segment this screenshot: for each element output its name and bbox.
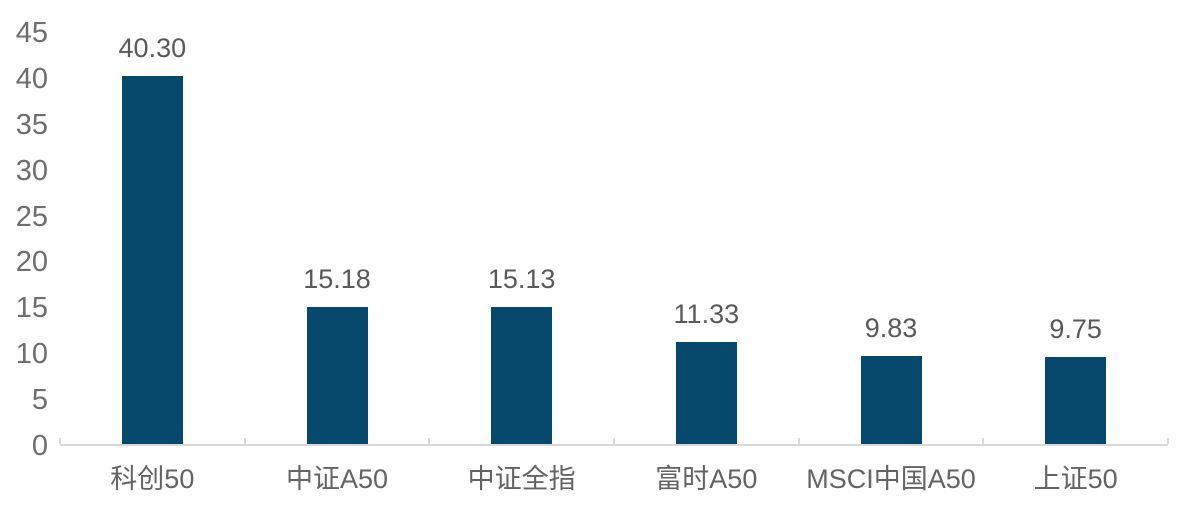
y-tick-label: 5 — [31, 384, 48, 417]
category-label: 富时A50 — [655, 464, 758, 494]
x-axis-tick — [428, 438, 431, 444]
bar-value-label: 15.13 — [487, 264, 556, 295]
bar — [491, 307, 553, 446]
x-axis-tick — [613, 438, 615, 444]
bar-value-label: 40.30 — [118, 33, 187, 64]
bar-value-label: 15.18 — [303, 263, 371, 294]
x-axis-tick — [982, 438, 985, 444]
category-label: 科创50 — [110, 464, 195, 494]
bar — [1045, 356, 1107, 446]
x-axis-tick — [243, 438, 246, 444]
bar-value-label: 9.83 — [864, 312, 918, 343]
y-tick-label: 45 — [15, 17, 48, 49]
y-tick-label: 40 — [15, 62, 48, 95]
bar — [675, 342, 737, 446]
y-tick-label: 0 — [31, 430, 48, 462]
bar — [860, 355, 922, 446]
y-tick-label: 25 — [15, 200, 48, 233]
x-axis-tick — [1167, 438, 1169, 444]
category-label: 上证50 — [1033, 464, 1118, 494]
x-axis-tick — [59, 438, 61, 444]
category-label: MSCI中国A50 — [806, 464, 976, 494]
bar — [306, 306, 368, 446]
y-tick-label: 10 — [15, 338, 48, 371]
category-label: 中证全指 — [467, 464, 576, 494]
x-axis-line — [60, 444, 1168, 446]
y-tick-label: 30 — [15, 154, 48, 187]
y-tick-label: 20 — [15, 246, 48, 279]
bar-value-label: 11.33 — [673, 299, 740, 330]
bar — [121, 76, 183, 446]
x-axis-tick — [797, 438, 800, 444]
y-tick-label: 15 — [15, 292, 48, 325]
bar-value-label: 9.75 — [1049, 313, 1102, 344]
y-tick-label: 35 — [15, 108, 48, 141]
category-label: 中证A50 — [285, 464, 389, 494]
